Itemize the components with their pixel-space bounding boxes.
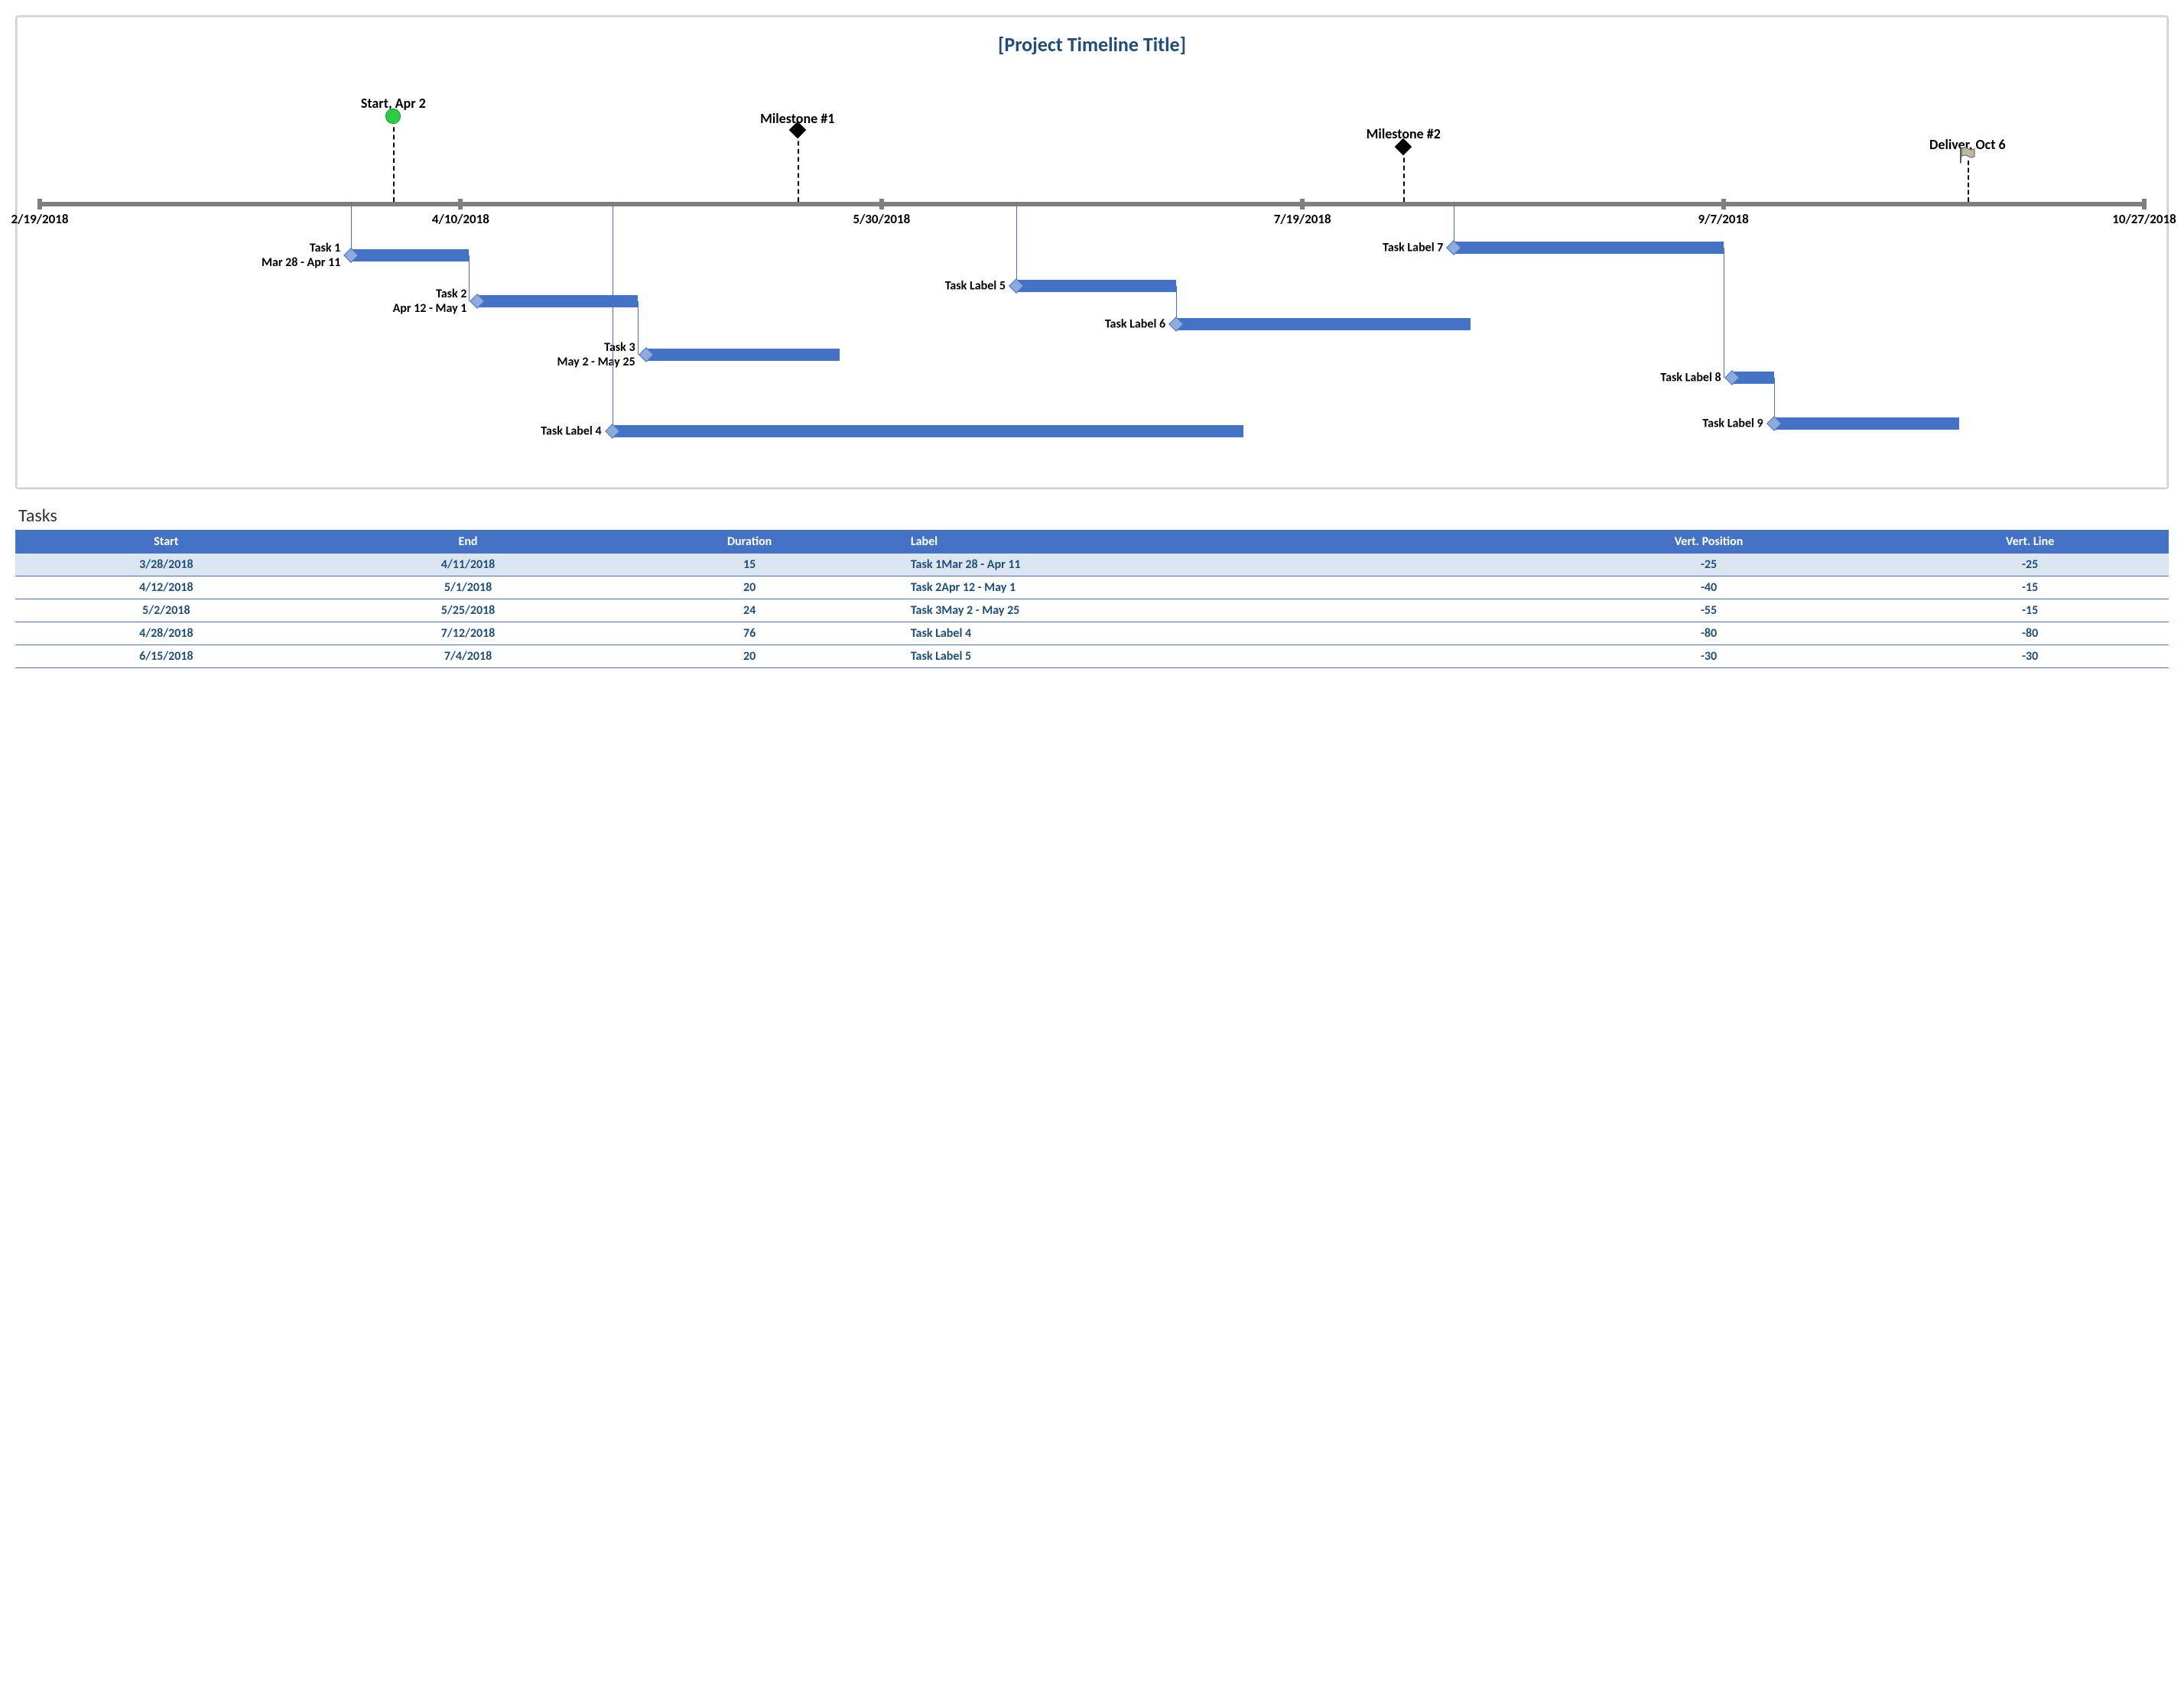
axis-tick-label: 7/19/2018 <box>1274 211 1331 227</box>
table-cell: Task 1Mar 28 - Apr 11 <box>880 554 1526 576</box>
task-connector <box>1016 202 1017 286</box>
table-cell: 15 <box>619 554 879 576</box>
axis-line <box>40 202 2144 206</box>
task-label: Task Label 6 <box>1105 317 1165 331</box>
axis-tick-label: 10/27/2018 <box>2112 211 2176 227</box>
table-cell: 20 <box>619 576 879 599</box>
flag-icon <box>1958 147 1978 169</box>
table-cell: -30 <box>1891 645 2169 668</box>
task-label: Task Label 4 <box>541 424 601 438</box>
task-connector <box>469 255 470 301</box>
milestone-leader <box>393 119 395 202</box>
task-label: Task Label 7 <box>1383 240 1443 255</box>
table-cell: -15 <box>1891 599 2169 622</box>
table-row: 6/15/20187/4/201820Task Label 5-30-30 <box>15 645 2169 668</box>
table-cell: 4/11/2018 <box>317 554 619 576</box>
table-column-header: End <box>317 530 619 554</box>
task-bar <box>351 249 469 261</box>
axis-tick <box>2142 199 2147 209</box>
table-column-header: Vert. Line <box>1891 530 2169 554</box>
table-cell: -25 <box>1526 554 1892 576</box>
axis-tick-label: 9/7/2018 <box>1698 211 1748 227</box>
task-bar <box>477 295 637 307</box>
task-bar <box>646 349 840 361</box>
table-row: 3/28/20184/11/201815Task 1Mar 28 - Apr 1… <box>15 554 2169 576</box>
table-row: 4/28/20187/12/201876Task Label 4-80-80 <box>15 622 2169 645</box>
table-cell: -40 <box>1526 576 1892 599</box>
task-bar <box>1774 417 1959 430</box>
table-cell: -30 <box>1526 645 1892 668</box>
tasks-table: StartEndDurationLabelVert. PositionVert.… <box>15 530 2169 668</box>
table-cell: Task 3May 2 - May 25 <box>880 599 1526 622</box>
axis-tick-label: 5/30/2018 <box>853 211 910 227</box>
task-label: Task 2Apr 12 - May 1 <box>393 287 467 316</box>
table-column-header: Duration <box>619 530 879 554</box>
table-cell: Task Label 5 <box>880 645 1526 668</box>
task-bar <box>1454 242 1723 254</box>
axis-tick <box>37 199 42 209</box>
axis-tick <box>458 199 463 209</box>
task-bar <box>1016 280 1176 292</box>
table-cell: 20 <box>619 645 879 668</box>
timeline-chart: [Project Timeline Title] 2/19/20184/10/2… <box>15 15 2169 489</box>
axis-tick-label: 2/19/2018 <box>11 211 69 227</box>
task-bar <box>613 425 1244 437</box>
table-cell: -25 <box>1891 554 2169 576</box>
tasks-heading: Tasks <box>18 505 2169 527</box>
task-connector <box>351 202 352 255</box>
milestone-leader <box>1403 150 1405 202</box>
table-cell: -55 <box>1526 599 1892 622</box>
timeline-area: 2/19/20184/10/20185/30/20187/19/20189/7/… <box>40 72 2144 469</box>
table-cell: 76 <box>619 622 879 645</box>
milestone-diamond-icon <box>1397 141 1409 153</box>
table-cell: 7/4/2018 <box>317 645 619 668</box>
task-label: Task Label 5 <box>945 278 1006 293</box>
task-label: Task 3May 2 - May 25 <box>557 340 635 369</box>
table-cell: 4/12/2018 <box>15 576 317 599</box>
table-cell: 5/1/2018 <box>317 576 619 599</box>
axis-tick <box>1300 199 1305 209</box>
table-row: 4/12/20185/1/201820Task 2Apr 12 - May 1-… <box>15 576 2169 599</box>
table-cell: -15 <box>1891 576 2169 599</box>
table-cell: -80 <box>1891 622 2169 645</box>
axis-tick <box>879 199 884 209</box>
chart-title: [Project Timeline Title] <box>40 32 2144 57</box>
task-bar <box>1176 318 1471 330</box>
table-cell: Task 2Apr 12 - May 1 <box>880 576 1526 599</box>
axis-tick-label: 4/10/2018 <box>432 211 489 227</box>
table-column-header: Vert. Position <box>1526 530 1892 554</box>
table-column-header: Start <box>15 530 317 554</box>
milestone-diamond-icon <box>791 124 804 136</box>
axis-tick <box>1721 199 1726 209</box>
table-cell: 6/15/2018 <box>15 645 317 668</box>
start-circle-icon <box>385 109 401 124</box>
task-label: Task 1Mar 28 - Apr 11 <box>262 241 340 270</box>
table-cell: 3/28/2018 <box>15 554 317 576</box>
table-cell: 5/2/2018 <box>15 599 317 622</box>
table-cell: 7/12/2018 <box>317 622 619 645</box>
milestone-leader <box>798 133 799 202</box>
task-connector <box>638 301 639 355</box>
table-cell: -80 <box>1526 622 1892 645</box>
table-column-header: Label <box>880 530 1526 554</box>
table-cell: 4/28/2018 <box>15 622 317 645</box>
task-label: Task Label 9 <box>1702 416 1763 430</box>
table-cell: Task Label 4 <box>880 622 1526 645</box>
table-cell: 5/25/2018 <box>317 599 619 622</box>
task-label: Task Label 8 <box>1660 370 1721 385</box>
table-row: 5/2/20185/25/201824Task 3May 2 - May 25-… <box>15 599 2169 622</box>
table-cell: 24 <box>619 599 879 622</box>
tasks-section: Tasks StartEndDurationLabelVert. Positio… <box>15 505 2169 668</box>
table-header-row: StartEndDurationLabelVert. PositionVert.… <box>15 530 2169 554</box>
